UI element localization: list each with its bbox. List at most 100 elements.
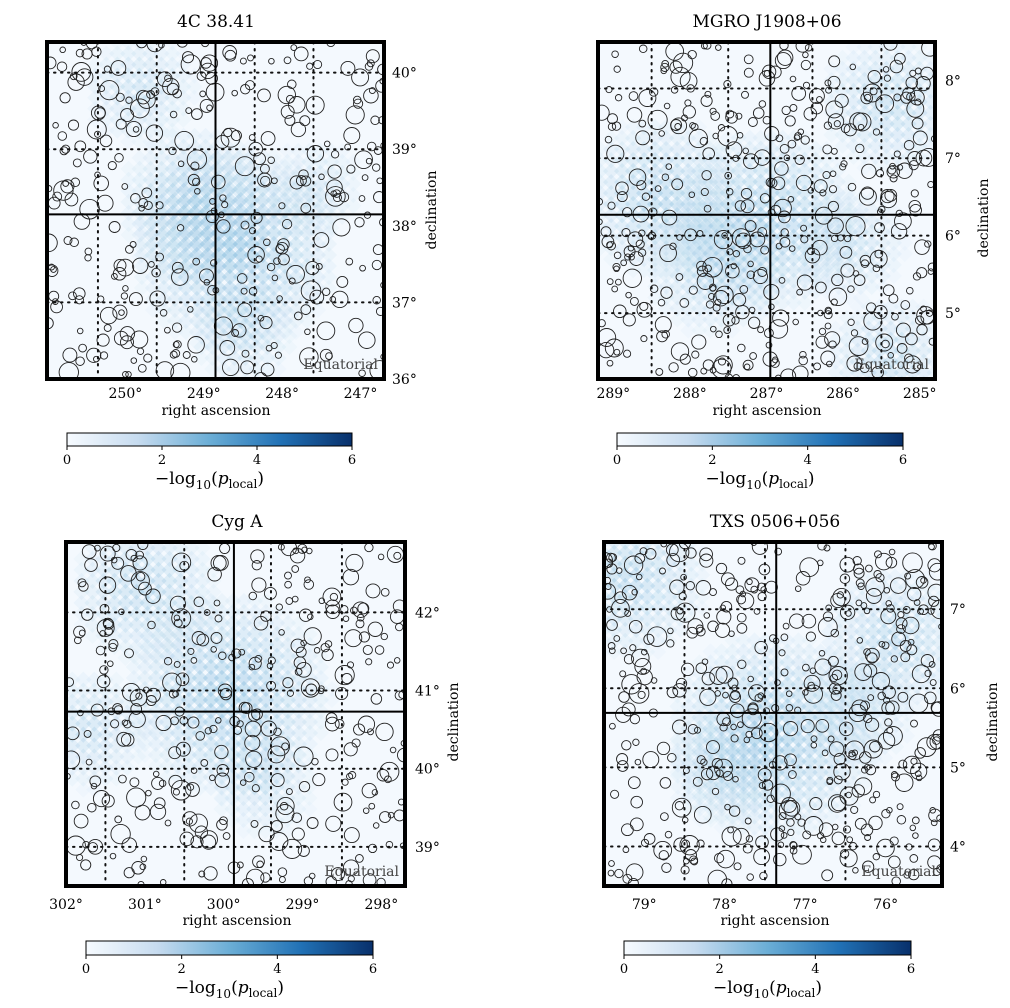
event-circle xyxy=(883,74,891,82)
event-circle xyxy=(355,854,364,863)
event-circle xyxy=(236,273,248,284)
event-circle xyxy=(278,629,285,636)
event-circle xyxy=(145,124,164,142)
event-circle xyxy=(280,104,295,119)
event-circle xyxy=(297,844,310,857)
event-circle xyxy=(168,774,183,789)
event-circle xyxy=(281,742,290,751)
event-circle xyxy=(255,255,263,263)
event-circle xyxy=(301,546,308,554)
event-circle xyxy=(858,187,877,206)
event-circle xyxy=(624,253,632,261)
event-circle xyxy=(881,641,890,650)
event-circle xyxy=(861,860,875,873)
event-circle xyxy=(365,658,373,666)
event-circle xyxy=(74,295,84,305)
event-circle xyxy=(708,283,717,292)
event-circle xyxy=(733,862,742,871)
event-circle xyxy=(159,309,168,317)
event-circle xyxy=(725,109,735,119)
event-circle xyxy=(828,55,841,68)
y-axis-label: declination xyxy=(446,683,462,762)
event-circle xyxy=(56,61,68,72)
event-circle xyxy=(342,859,360,876)
event-circle xyxy=(640,335,648,343)
event-circle xyxy=(743,244,752,254)
event-circle xyxy=(625,291,632,299)
y-tick-label: 36° xyxy=(392,372,417,388)
event-circle xyxy=(286,264,305,284)
event-circle xyxy=(692,776,703,787)
event-circle xyxy=(260,872,271,883)
event-circle xyxy=(611,121,622,131)
event-circle xyxy=(743,736,751,744)
event-circle xyxy=(826,778,834,786)
y-tick-label: 41° xyxy=(415,684,440,700)
event-circle xyxy=(135,692,143,700)
event-circle xyxy=(863,713,873,724)
event-circle xyxy=(839,163,847,171)
event-circle xyxy=(250,549,265,564)
event-circle xyxy=(700,767,714,781)
event-circle xyxy=(741,708,762,729)
event-circle xyxy=(772,309,790,327)
event-circle xyxy=(654,316,672,334)
event-circle xyxy=(164,74,172,82)
event-circle xyxy=(187,306,194,313)
event-circle xyxy=(710,111,721,121)
event-circle xyxy=(62,347,78,363)
event-circle xyxy=(353,723,366,736)
event-circle xyxy=(875,169,885,178)
event-circle xyxy=(895,209,903,218)
event-circle xyxy=(780,668,789,677)
event-circle xyxy=(778,825,786,832)
event-circle xyxy=(158,779,167,788)
event-circle xyxy=(838,721,854,737)
event-circle xyxy=(915,149,933,167)
event-circle xyxy=(325,712,338,725)
event-circle xyxy=(287,79,297,90)
event-circle xyxy=(309,289,325,305)
event-circle xyxy=(175,741,191,757)
event-circle xyxy=(635,130,651,146)
event-circle xyxy=(885,700,900,715)
event-circle xyxy=(346,164,356,174)
event-circle xyxy=(710,325,717,333)
event-circle xyxy=(245,750,263,768)
event-circle xyxy=(758,722,779,743)
event-circle xyxy=(672,683,687,698)
event-circle xyxy=(797,128,805,136)
x-tick-label: 78° xyxy=(712,897,737,913)
event-circle xyxy=(371,259,383,271)
event-circle xyxy=(138,581,152,596)
event-circle xyxy=(852,112,872,132)
event-circle xyxy=(688,191,696,198)
event-circle xyxy=(59,46,66,54)
event-circle xyxy=(223,127,233,138)
event-circle xyxy=(647,109,668,130)
event-circle xyxy=(744,817,752,825)
event-circle xyxy=(176,42,188,48)
event-circle xyxy=(842,825,852,834)
event-circle xyxy=(661,209,678,226)
event-circle xyxy=(284,580,292,589)
event-circle xyxy=(300,639,307,647)
event-circle xyxy=(759,871,768,881)
event-circle xyxy=(325,875,338,886)
event-circle xyxy=(215,717,222,724)
event-circle xyxy=(634,657,652,675)
x-tick-label: 299° xyxy=(286,897,320,913)
event-circle xyxy=(757,267,768,277)
event-circle xyxy=(722,691,729,699)
event-circle xyxy=(865,577,885,597)
event-circle xyxy=(912,832,919,839)
event-circle xyxy=(276,295,283,302)
event-circle xyxy=(802,689,809,696)
event-circle xyxy=(789,841,798,849)
event-circle xyxy=(610,789,620,799)
y-tick-label: 7° xyxy=(950,602,966,618)
event-circle xyxy=(135,89,151,105)
event-circle xyxy=(152,770,160,778)
event-circle xyxy=(613,251,622,260)
event-circle xyxy=(222,358,240,377)
